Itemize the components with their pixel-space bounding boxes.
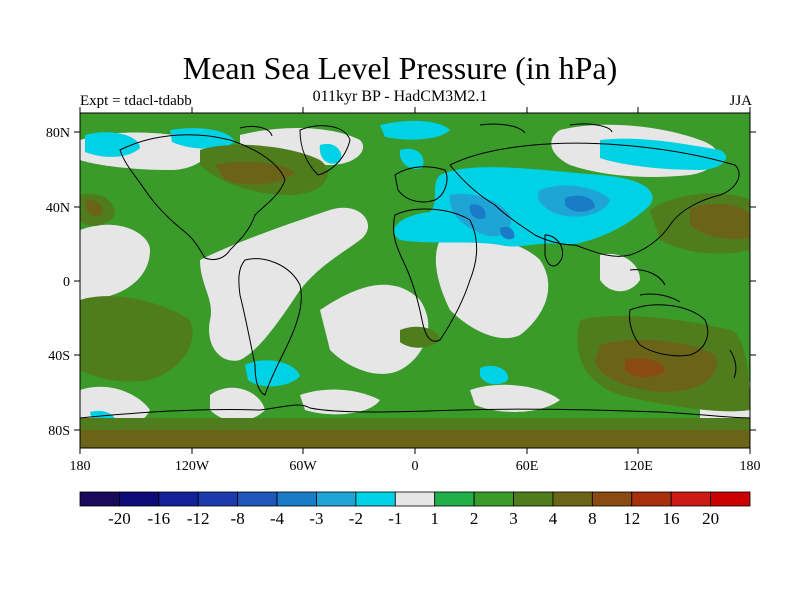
colorbar-tick-label: -4 [270, 509, 285, 528]
colorbar-swatch [670, 491, 711, 507]
field-negative-strong [469, 195, 595, 240]
colorbar-swatch [473, 491, 514, 507]
colorbar-swatch [197, 491, 239, 507]
colorbar-swatch [316, 491, 357, 507]
field-positive-8-12 [625, 358, 665, 378]
colorbar-swatch [710, 491, 751, 507]
colorbar-swatch [591, 491, 633, 507]
colorbar-swatch [434, 491, 475, 507]
season-label: JJA [729, 93, 752, 109]
lon-tick-label: 120E [623, 459, 653, 474]
lon-tick-label: 120W [175, 459, 210, 474]
field-negative-weak [85, 120, 727, 427]
colorbar-tick-label: -16 [147, 509, 170, 528]
lon-tick-label: 180 [740, 459, 761, 474]
lat-tick-label: 40N [46, 201, 70, 216]
colorbar-swatch [394, 491, 436, 507]
colorbar-tick-label: 1 [430, 509, 439, 528]
colorbar-swatch [355, 491, 396, 507]
colorbar-swatch [552, 491, 593, 507]
colorbar-tick-label: 8 [588, 509, 597, 528]
chart-subtitle: 011kyr BP - HadCM3M2.1 [312, 88, 488, 105]
lat-tick-label: 40S [48, 349, 70, 364]
lon-tick-label: 60W [289, 459, 317, 474]
colorbar-tick-label: 20 [702, 509, 719, 528]
colorbar-swatch [237, 491, 278, 507]
colorbar-tick-label: -1 [388, 509, 402, 528]
colorbar-tick-label: 2 [470, 509, 479, 528]
lon-tick-label: 60E [516, 459, 539, 474]
experiment-label: Expt = tdacl-tdabb [80, 93, 192, 109]
anomaly-field [80, 113, 750, 448]
colorbar-swatch [513, 491, 554, 507]
coastlines [80, 123, 750, 419]
colorbar-tick-label: -20 [108, 509, 131, 528]
colorbar-swatch [119, 491, 160, 507]
lon-tick-label: 180 [70, 459, 91, 474]
lat-tick-label: 80N [46, 126, 70, 141]
colorbar-tick-label: 12 [623, 509, 640, 528]
lon-axis: 180 120W 60W 0 60E 120E 180 [70, 107, 761, 474]
lon-tick-label: 0 [412, 459, 419, 474]
colorbar-tick-label: -3 [309, 509, 323, 528]
chart-title: Mean Sea Level Pressure (in hPa) [182, 50, 618, 86]
colorbar-swatch [158, 491, 199, 507]
colorbar-tick-label: -12 [187, 509, 210, 528]
colorbar-tick-label: -8 [231, 509, 245, 528]
colorbar-swatch [276, 491, 317, 507]
colorbar-swatch [631, 491, 672, 507]
colorbar-swatch [79, 491, 120, 507]
colorbar-tick-label: 16 [663, 509, 680, 528]
lat-tick-label: 80S [48, 424, 70, 439]
lat-tick-label: 0 [63, 275, 70, 290]
colorbar-tick-label: 4 [549, 509, 558, 528]
colorbar: -20 -16 -12 -8 -4 -3 -2 -1 1 2 3 4 8 12 16 20 [79, 491, 751, 528]
colorbar-tick-label: -2 [349, 509, 363, 528]
lat-axis: 80N 40N 0 40S 80S [46, 126, 756, 439]
colorbar-tick-label: 3 [509, 509, 518, 528]
